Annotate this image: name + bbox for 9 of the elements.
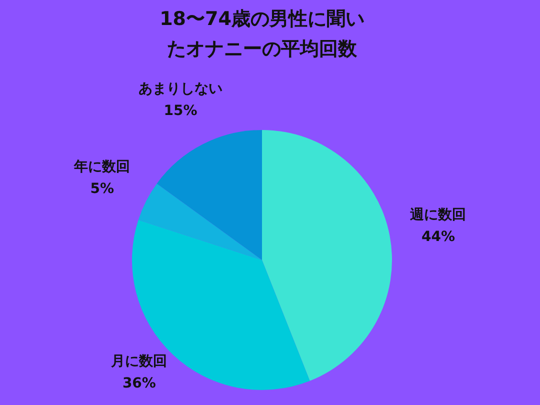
slice-label: あまりしない <box>138 80 223 97</box>
chart-title: 18〜74歳の男性に聞いたオナニーの平均回数 <box>160 8 364 60</box>
data-label: 44% <box>421 229 455 246</box>
slice-label: 週に数回 <box>409 207 466 224</box>
data-label: 5% <box>90 181 114 198</box>
data-label: 36% <box>122 376 156 392</box>
data-label: 15% <box>164 102 198 119</box>
slice-label: 年に数回 <box>73 159 130 176</box>
slice-label: 月に数回 <box>110 354 168 370</box>
